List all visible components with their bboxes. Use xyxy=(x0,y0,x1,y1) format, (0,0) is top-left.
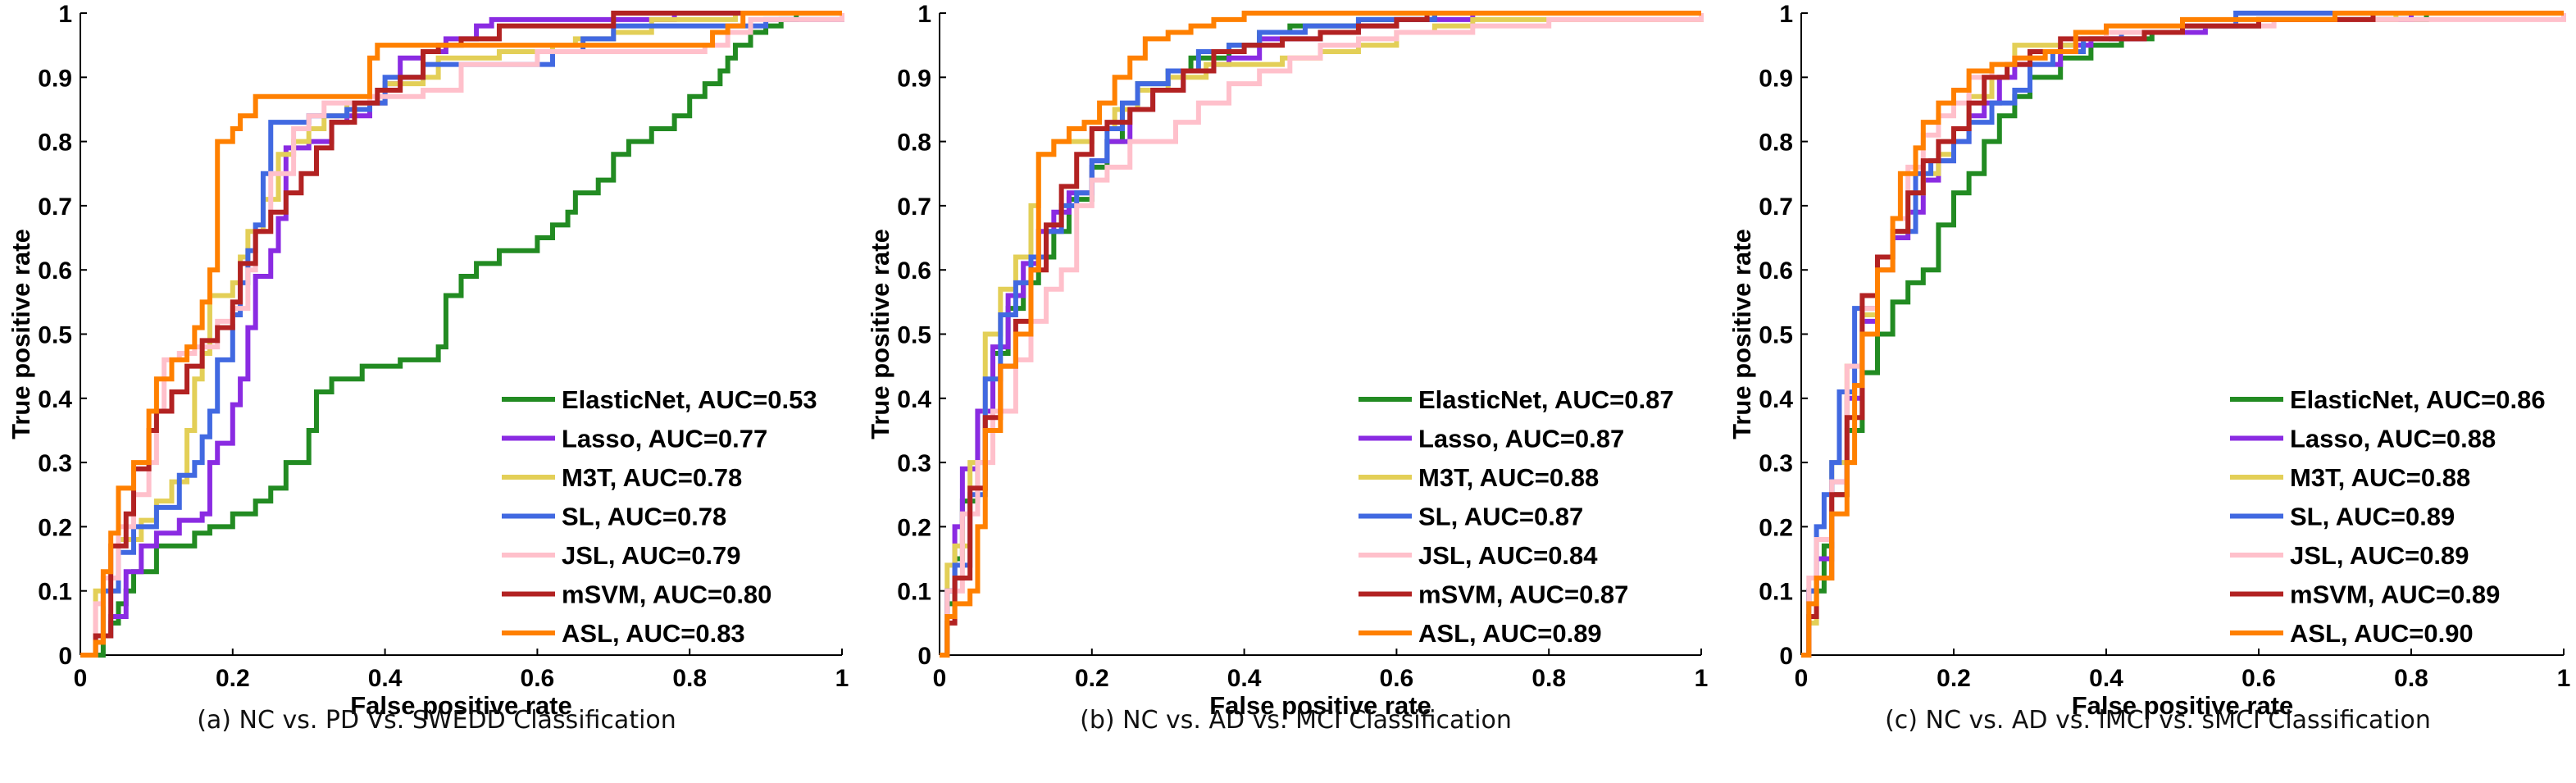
x-tick-label: 0.6 xyxy=(2241,665,2276,692)
legend-label: mSVM, AUC=0.89 xyxy=(2290,580,2500,609)
x-tick-label: 0.6 xyxy=(521,665,555,692)
x-tick-label: 0.8 xyxy=(672,665,707,692)
legend-label: JSL, AUC=0.79 xyxy=(562,541,741,570)
x-tick-label: 0.4 xyxy=(1227,665,1262,692)
y-tick-label: 0.8 xyxy=(38,130,72,157)
y-tick-label: 1 xyxy=(1779,1,1793,28)
y-tick-label: 0.2 xyxy=(1759,514,1793,541)
y-tick-label: 0 xyxy=(1779,643,1793,670)
y-tick-label: 0.6 xyxy=(897,257,931,285)
y-tick-label: 0.2 xyxy=(38,514,72,541)
x-tick-label: 0.2 xyxy=(216,665,250,692)
legend-label: ElasticNet, AUC=0.53 xyxy=(562,385,817,414)
y-tick-label: 0.4 xyxy=(897,386,931,413)
legend-label: mSVM, AUC=0.87 xyxy=(1418,580,1628,609)
panel-caption: (b) NC vs. AD vs. MCI Classification xyxy=(1080,706,1512,735)
x-tick-label: 0.2 xyxy=(1075,665,1109,692)
legend-label: SL, AUC=0.78 xyxy=(562,503,726,531)
y-tick-label: 0 xyxy=(58,643,72,670)
y-tick-label: 0.3 xyxy=(38,450,72,477)
y-tick-label: 0.4 xyxy=(1759,386,1793,413)
y-tick-label: 0.6 xyxy=(1759,257,1793,285)
x-tick-label: 1 xyxy=(835,665,849,692)
y-tick-label: 0.7 xyxy=(38,193,72,221)
y-tick-label: 0.3 xyxy=(1759,450,1793,477)
x-axis-label: False positive rate xyxy=(2072,691,2294,720)
x-tick-label: 0.4 xyxy=(2089,665,2123,692)
legend-label: M3T, AUC=0.88 xyxy=(2290,463,2470,492)
legend-label: ElasticNet, AUC=0.87 xyxy=(1418,385,1674,414)
y-axis-label: True positive rate xyxy=(866,229,894,439)
roc-curve-4 xyxy=(940,13,1704,658)
roc-curve-6 xyxy=(940,11,1701,658)
x-tick-label: 0.8 xyxy=(2394,665,2428,692)
x-tick-label: 0 xyxy=(74,665,88,692)
roc-curve-0 xyxy=(80,11,842,658)
legend-label: ElasticNet, AUC=0.86 xyxy=(2290,385,2546,414)
y-tick-label: 0.1 xyxy=(1759,579,1793,606)
y-tick-label: 0.9 xyxy=(38,65,72,92)
roc-curve-6 xyxy=(80,11,842,658)
legend-label: ASL, AUC=0.89 xyxy=(1418,619,1602,648)
panel-caption: (a) NC vs. PD Vs. SWEDD Classification xyxy=(197,706,676,735)
legend-label: JSL, AUC=0.84 xyxy=(1418,541,1598,570)
y-tick-label: 0.1 xyxy=(897,579,931,606)
roc-panel-c: 0 0.2 0.4 0.6 0.8 1 0 0.1 0.2 0.3 0.4 0.5 0.6 0.7 0.8 0… xyxy=(1727,1,2570,735)
legend-label: mSVM, AUC=0.80 xyxy=(562,580,771,609)
y-tick-label: 0.6 xyxy=(38,257,72,285)
y-tick-label: 0 xyxy=(917,643,931,670)
y-tick-label: 0.7 xyxy=(1759,193,1793,221)
y-tick-label: 0.5 xyxy=(1759,322,1793,349)
x-tick-label: 0 xyxy=(933,665,947,692)
x-axis-label: False positive rate xyxy=(350,691,572,720)
y-tick-label: 0.9 xyxy=(897,65,931,92)
roc-panel-b: 0 0.2 0.4 0.6 0.8 1 0 0.1 0.2 0.3 0.4 0.5 0.6 0.7 0.8 0… xyxy=(866,1,1708,735)
y-tick-label: 0.7 xyxy=(897,193,931,221)
x-tick-label: 0.4 xyxy=(368,665,403,692)
legend-label: Lasso, AUC=0.87 xyxy=(1418,425,1624,453)
x-tick-label: 1 xyxy=(2557,665,2571,692)
y-tick-label: 1 xyxy=(917,1,931,28)
y-tick-label: 0.5 xyxy=(897,322,931,349)
legend-label: SL, AUC=0.87 xyxy=(1418,503,1583,531)
y-axis-label: True positive rate xyxy=(1727,229,1756,439)
x-tick-label: 0 xyxy=(1795,665,1809,692)
legend-label: M3T, AUC=0.78 xyxy=(562,463,742,492)
panel-caption: (c) NC vs. AD vs. lMCI vs. sMCI Classifi… xyxy=(1885,706,2431,735)
y-tick-label: 0.2 xyxy=(897,514,931,541)
legend-label: M3T, AUC=0.88 xyxy=(1418,463,1599,492)
y-tick-label: 1 xyxy=(58,1,72,28)
y-tick-label: 0.5 xyxy=(38,322,72,349)
x-tick-label: 0.8 xyxy=(1531,665,1566,692)
y-tick-label: 0.1 xyxy=(38,579,72,606)
y-tick-label: 0.9 xyxy=(1759,65,1793,92)
x-axis-label: False positive rate xyxy=(1209,691,1431,720)
y-tick-label: 0.3 xyxy=(897,450,931,477)
legend-label: Lasso, AUC=0.88 xyxy=(2290,425,2496,453)
legend-label: ASL, AUC=0.90 xyxy=(2290,619,2474,648)
y-tick-label: 0.4 xyxy=(38,386,72,413)
y-tick-label: 0.8 xyxy=(1759,130,1793,157)
legend-label: JSL, AUC=0.89 xyxy=(2290,541,2469,570)
x-tick-label: 1 xyxy=(1695,665,1709,692)
y-axis-label: True positive rate xyxy=(7,229,35,439)
x-tick-label: 0.6 xyxy=(1380,665,1414,692)
roc-panel-a: 0 0.2 0.4 0.6 0.8 1 0 0.1 0.2 0.3 0.4 0.5 0.6 0.7 0.8 0… xyxy=(7,1,849,735)
y-tick-label: 0.8 xyxy=(897,130,931,157)
roc-curve-6 xyxy=(1801,11,2564,658)
legend-label: Lasso, AUC=0.77 xyxy=(562,425,767,453)
legend-label: SL, AUC=0.89 xyxy=(2290,503,2455,531)
x-tick-label: 0.2 xyxy=(1937,665,1971,692)
legend-label: ASL, AUC=0.83 xyxy=(562,619,745,648)
